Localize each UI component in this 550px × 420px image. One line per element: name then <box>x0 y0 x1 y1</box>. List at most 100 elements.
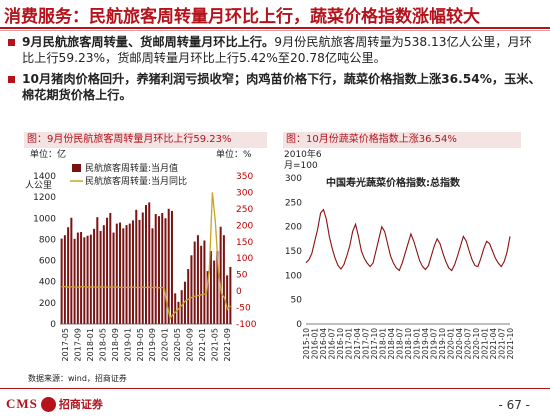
bar <box>63 235 66 324</box>
x-tick-label: 2020-05 <box>173 328 182 361</box>
left-tick-label: 0 <box>50 320 56 330</box>
right-tick-label: 150 <box>236 238 253 248</box>
x-tick-label: 2020-04 <box>455 328 464 360</box>
bar <box>76 232 79 324</box>
bar <box>132 220 135 324</box>
bar <box>209 251 212 324</box>
bar <box>206 271 209 324</box>
bullet-list: 9月民航旅客周转量、货邮周转量月环比上行。9月份民航旅客周转量为538.13亿人… <box>8 34 543 108</box>
bar <box>96 217 99 324</box>
bar <box>60 238 63 324</box>
y-tick-label: 0 <box>296 320 302 330</box>
figure-2-caption: 图：10月份蔬菜价格指数上涨36.54% <box>283 132 521 148</box>
bar <box>154 214 157 324</box>
bullet-square-icon <box>8 39 15 46</box>
left-tick-label: 1400 <box>33 172 56 182</box>
x-tick-label: 2018-04 <box>387 328 396 360</box>
bar <box>219 226 222 324</box>
bar <box>83 237 86 324</box>
y-tick-label: 100 <box>285 271 302 281</box>
bar <box>80 232 83 324</box>
bar <box>109 213 112 324</box>
x-tick-label: 2021-04 <box>489 328 498 360</box>
right-unit-label: 单位：% <box>216 148 252 160</box>
x-tick-label: 2016-04 <box>319 328 328 360</box>
left-tick-label: 1200 <box>33 193 56 203</box>
bar <box>151 228 154 324</box>
x-tick-label: 2017-05 <box>61 328 70 361</box>
x-tick-label: 2021-07 <box>498 328 507 360</box>
company-logo: CMS 招商证券 <box>6 394 103 414</box>
x-tick-label: 2019-05 <box>136 328 145 361</box>
right-tick-label: -50 <box>236 304 251 314</box>
x-tick-label: 2021-09 <box>223 328 232 361</box>
x-tick-label: 2021-10 <box>506 328 515 360</box>
bar <box>141 212 144 324</box>
bar <box>203 240 206 324</box>
y-tick-label: 200 <box>285 223 302 233</box>
x-tick-label: 2016-10 <box>336 328 345 360</box>
bar <box>128 223 131 324</box>
legend-swatch-bar <box>72 164 81 172</box>
right-tick-label: 350 <box>236 172 253 182</box>
left-unit-label: 单位：亿 <box>30 148 66 160</box>
bar <box>135 209 138 324</box>
corner-label-bottom: 月=100 <box>284 160 318 171</box>
left-tick-label: 600 <box>39 257 56 267</box>
right-tick-label: 250 <box>236 205 253 215</box>
x-tick-label: 2020-09 <box>186 328 195 361</box>
bar <box>180 290 183 324</box>
series-line-yoy <box>61 192 231 320</box>
bar <box>216 251 219 324</box>
bar <box>167 208 170 324</box>
series-line-veg-index <box>305 208 511 272</box>
bar <box>148 202 151 324</box>
bar <box>190 255 193 324</box>
x-tick-label: 2021-05 <box>211 328 220 361</box>
x-tick-label: 2021-01 <box>198 328 207 361</box>
x-tick-label: 2016-07 <box>328 328 337 360</box>
right-tick-label: 0 <box>236 287 242 297</box>
x-tick-label: 2017-04 <box>353 328 362 360</box>
bar <box>161 213 164 324</box>
chart-2-title: 中国寿光蔬菜价格指数:总指数 <box>326 176 461 189</box>
title-divider <box>0 27 550 29</box>
page-number: - 67 - <box>498 398 530 412</box>
x-tick-label: 2017-10 <box>370 328 379 360</box>
x-tick-label: 2018-01 <box>379 328 388 360</box>
x-tick-label: 2019-04 <box>421 328 430 360</box>
bar <box>93 228 96 324</box>
left-unit-label-2: 人公里 <box>25 180 52 191</box>
x-tick-label: 2020-01 <box>447 328 456 360</box>
corner-label-top: 2010年6 <box>284 148 322 160</box>
bar <box>144 205 147 324</box>
bar <box>102 225 105 324</box>
y-tick-label: 300 <box>285 174 302 184</box>
x-tick-label: 2018-05 <box>98 328 107 361</box>
bar <box>196 235 199 324</box>
bullet-item-2: 10月猪肉价格回升，养猪利润亏损收窄；肉鸡苗价格下行，蔬菜价格指数上涨36.54… <box>8 71 543 103</box>
y-tick-label: 50 <box>291 296 303 306</box>
x-tick-label: 2021-01 <box>481 328 490 360</box>
title-divider-thin <box>0 30 550 31</box>
x-tick-label: 2019-01 <box>123 328 132 361</box>
figure-1-caption: 图：9月份民航旅客周转量月环比上行59.23% <box>24 132 267 148</box>
bar <box>112 232 115 324</box>
bar <box>170 210 173 324</box>
y-tick-label: 250 <box>285 198 302 208</box>
x-tick-label: 2017-09 <box>74 328 83 361</box>
bullet-item-1: 9月民航旅客周转量、货邮周转量月环比上行。9月份民航旅客周转量为538.13亿人… <box>8 34 543 66</box>
x-tick-label: 2018-10 <box>404 328 413 360</box>
bar <box>122 228 125 324</box>
x-tick-label: 2016-01 <box>311 328 320 360</box>
legend-label-bar: 民航旅客周转量:当月值 <box>85 162 178 174</box>
right-tick-label: -100 <box>236 320 257 330</box>
bar <box>99 230 102 324</box>
x-tick-label: 2017-07 <box>362 328 371 360</box>
chart-air-passenger: 单位：亿 单位：%人公里0200400600800100012001400-100… <box>25 148 257 361</box>
left-tick-label: 1000 <box>33 214 56 224</box>
bar <box>226 275 229 324</box>
bullet-square-icon <box>8 76 15 83</box>
bar <box>138 219 141 324</box>
